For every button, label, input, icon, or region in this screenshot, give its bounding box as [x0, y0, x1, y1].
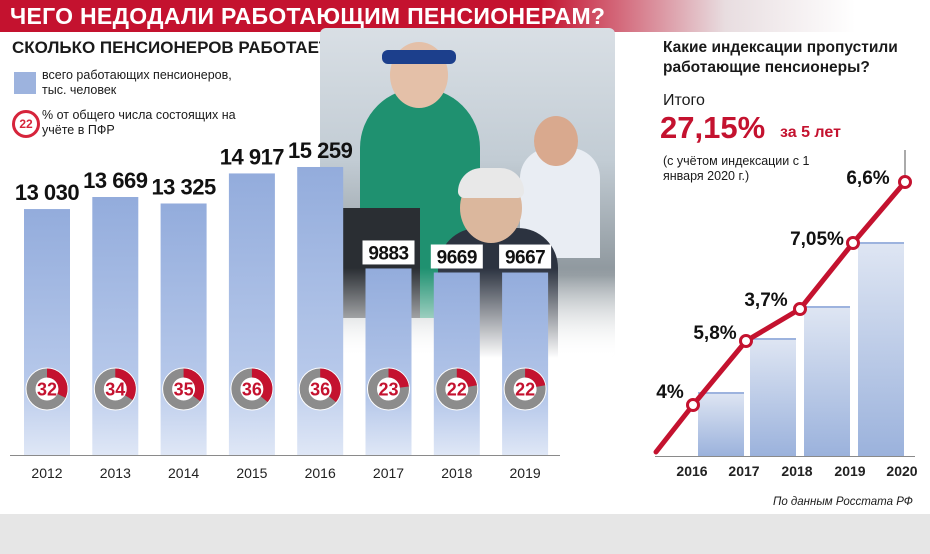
bar-2012: [24, 209, 70, 455]
value-label-2014: 13 325: [151, 174, 216, 199]
ring-label-2015: 36: [242, 380, 262, 400]
value-label-2016: 15 259: [288, 138, 353, 163]
ring-arc-2015: [231, 368, 273, 410]
ring-arc-2019: [504, 368, 546, 410]
line-label-2016: 4%: [656, 382, 684, 403]
ring-label-2013: 34: [105, 380, 125, 400]
line-label-2020: 6,6%: [846, 168, 889, 189]
source-note: По данным Росстата РФ: [773, 496, 913, 508]
value-label-2019: 9667: [505, 248, 545, 269]
ring-label-2018: 22: [447, 380, 467, 400]
right-year-label-2020: 2020: [886, 463, 917, 479]
bar-2014: [160, 203, 207, 455]
right-year-label-2018: 2018: [781, 463, 812, 479]
value-label-bg-2019: [499, 244, 552, 269]
ring-label-2014: 35: [174, 380, 194, 400]
legend-ring-sample: 22: [12, 110, 40, 138]
year-label-2013: 2013: [100, 465, 131, 481]
value-label-2017: 9883: [368, 243, 408, 264]
header-bar: ЧЕГО НЕДОДАЛИ РАБОТАЮЩИМ ПЕНСИОНЕРАМ?: [0, 0, 930, 32]
line-point-2016: [686, 398, 700, 412]
year-label-2018: 2018: [441, 465, 472, 481]
left-chart-title: СКОЛЬКО ПЕНСИОНЕРОВ РАБОТАЕТ?: [12, 38, 340, 57]
value-label-2013: 13 669: [83, 168, 148, 193]
line-point-2017: [739, 334, 753, 348]
legend-bar-label: всего работающих пенсионеров, тыс. челов…: [42, 68, 232, 97]
ring-label-2016: 36: [310, 380, 330, 400]
bar-2019: [502, 272, 549, 455]
ring-label-2012: 32: [37, 380, 57, 400]
index-bar-3: [804, 306, 850, 456]
bar-2013: [92, 196, 139, 455]
ring-arc-2014: [163, 368, 205, 410]
year-label-2014: 2014: [168, 465, 199, 481]
bar-2016: [297, 166, 344, 455]
value-label-bg-2017: [362, 240, 415, 265]
total-label: Итого: [663, 92, 705, 109]
right-year-label-2019: 2019: [834, 463, 865, 479]
right-chart-title: Какие индексации пропустили работающие п…: [663, 39, 898, 76]
value-label-bg-2018: [430, 244, 483, 269]
year-label-2012: 2012: [31, 465, 62, 481]
footer-strip: [0, 514, 930, 554]
right-year-label-2016: 2016: [676, 463, 707, 479]
page-title: ЧЕГО НЕДОДАЛИ РАБОТАЮЩИМ ПЕНСИОНЕРАМ?: [10, 3, 606, 29]
bar-2018: [433, 272, 480, 455]
ring-label-2017: 23: [378, 380, 398, 400]
total-value: 27,15%: [660, 110, 766, 145]
ring-arc-2018: [436, 368, 478, 410]
index-bar-2: [750, 338, 796, 456]
bar-2015: [228, 173, 275, 455]
year-label-2017: 2017: [373, 465, 404, 481]
ring-arc-2016: [299, 368, 341, 410]
ring-arc-2017: [368, 368, 409, 410]
indexation-note: (с учётом индексации с 1 января 2020 г.): [663, 154, 810, 183]
indexation-line: [653, 179, 908, 455]
year-label-2016: 2016: [305, 465, 336, 481]
line-point-2019: [846, 236, 860, 250]
year-label-2015: 2015: [236, 465, 267, 481]
line-label-2017: 5,8%: [693, 323, 736, 344]
value-label-2012: 13 030: [15, 180, 80, 205]
index-bar-1: [698, 392, 744, 456]
ring-arc-2013: [94, 368, 136, 410]
value-label-2015: 14 917: [220, 144, 285, 169]
total-suffix: за 5 лет: [780, 124, 841, 141]
bar-2017: [365, 268, 412, 455]
legend-ring-label: % от общего числа состоящих на учёте в П…: [42, 108, 236, 137]
line-point-2020: [898, 175, 912, 189]
line-point-2018: [793, 302, 807, 316]
index-bar-4: [858, 242, 904, 456]
ring-arc-2012: [26, 368, 68, 410]
ring-label-2019: 22: [515, 380, 535, 400]
line-label-2018: 3,7%: [744, 290, 787, 311]
year-label-2019: 2019: [510, 465, 541, 481]
value-label-2018: 9669: [437, 247, 477, 268]
right-year-label-2017: 2017: [728, 463, 759, 479]
line-label-2019: 7,05%: [790, 229, 844, 250]
legend-bar-swatch: [14, 72, 36, 94]
